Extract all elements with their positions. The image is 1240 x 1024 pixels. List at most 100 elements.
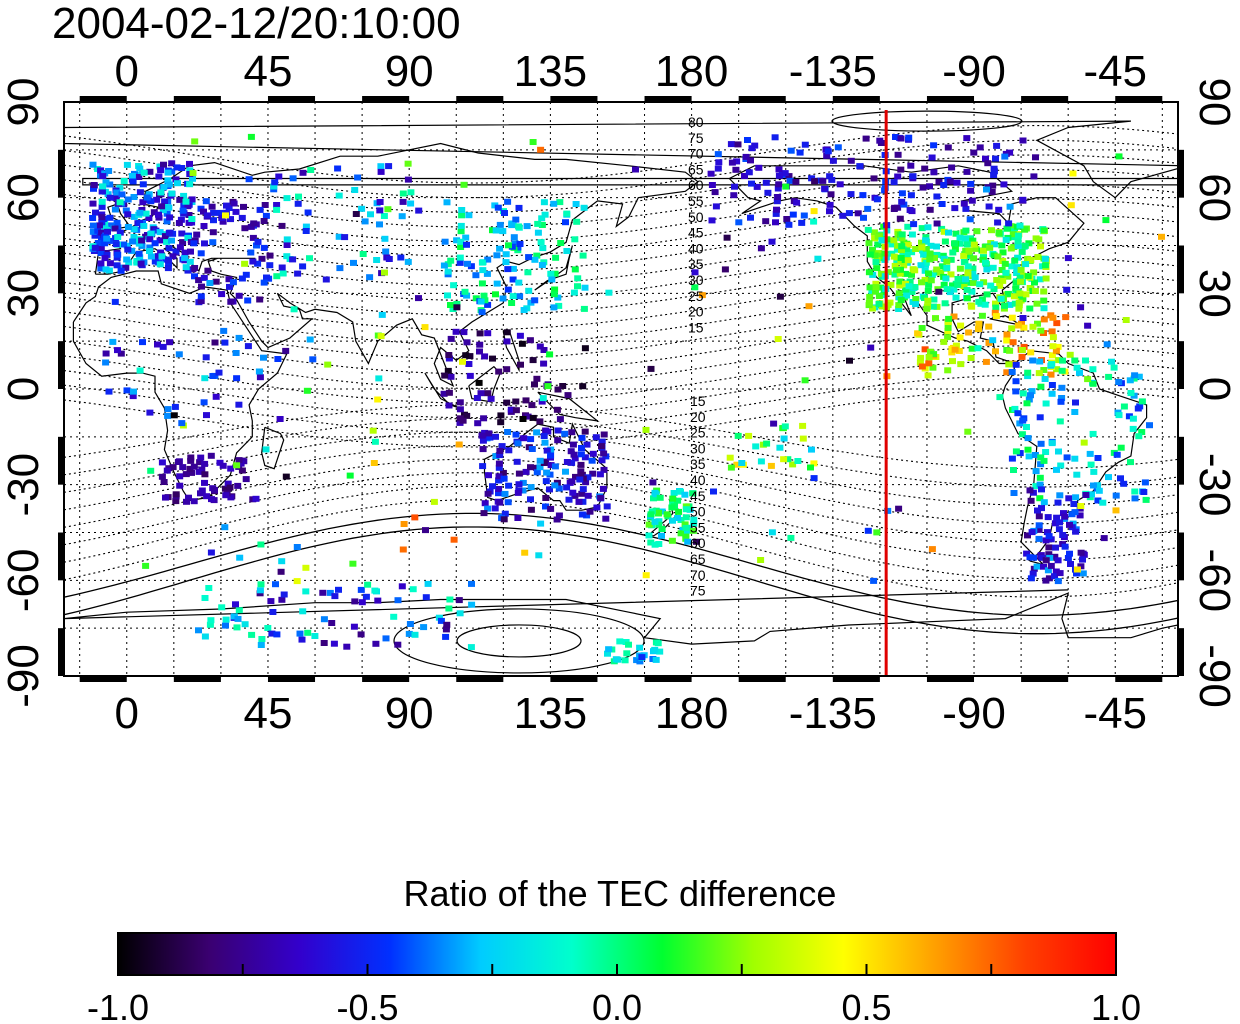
tec-pixel: [256, 587, 264, 594]
tec-pixel: [733, 461, 741, 468]
tec-pixel: [902, 270, 909, 277]
tec-pixel: [1037, 243, 1044, 250]
tec-pixel: [487, 395, 495, 402]
tec-pixel: [520, 435, 528, 442]
tec-pixel: [274, 356, 282, 362]
tec-pixel: [773, 198, 781, 205]
tec-pixel: [1117, 475, 1124, 482]
frame-tick: [926, 96, 975, 101]
magnetic-contour: [831, 110, 1023, 132]
tec-pixel: [917, 354, 925, 361]
tec-pixel: [283, 242, 291, 248]
tec-pixel: [938, 263, 946, 270]
tec-pixel: [989, 337, 997, 344]
tec-pixel: [511, 240, 519, 247]
tec-pixel: [877, 284, 885, 291]
tec-pixel: [244, 297, 252, 304]
tec-pixel: [221, 485, 229, 492]
tec-pixel: [463, 339, 471, 346]
tec-pixel: [307, 167, 315, 173]
tec-pixel: [933, 251, 941, 258]
tec-pixel: [1010, 490, 1018, 496]
tec-pixel: [1105, 373, 1113, 380]
tec-pixel: [553, 406, 561, 413]
x-tick-label-bottom: 0: [115, 689, 139, 738]
tec-pixel: [139, 181, 147, 188]
tec-pixel: [160, 479, 168, 485]
tec-pixel: [990, 172, 998, 178]
tec-pixel: [440, 262, 448, 269]
tec-pixel: [733, 158, 741, 165]
tec-pixel: [502, 251, 510, 258]
tec-pixel: [681, 521, 689, 528]
y-tick-label-left: 30: [0, 269, 48, 318]
tec-pixel: [479, 437, 487, 444]
tec-pixel: [1024, 446, 1032, 453]
tec-pixel: [912, 296, 920, 302]
tec-pixel: [898, 231, 906, 238]
tec-pixel: [893, 246, 901, 253]
tec-pixel: [581, 345, 589, 352]
tec-pixel: [236, 554, 244, 561]
tec-pixel: [226, 484, 234, 491]
y-tick-label-left: -90: [0, 644, 48, 708]
tec-pixel: [201, 595, 209, 601]
tec-pixel: [224, 480, 232, 487]
tec-pixel: [925, 354, 933, 361]
frame-tick: [832, 96, 880, 101]
tec-pixel: [550, 200, 558, 207]
tec-pixel: [981, 243, 989, 250]
tec-pixel: [905, 134, 913, 141]
tec-pixel: [1072, 528, 1080, 535]
tec-pixel: [918, 325, 926, 331]
tec-pixel: [878, 237, 886, 244]
tec-pixel: [157, 189, 165, 196]
tec-pixel: [1034, 320, 1041, 327]
tec-pixel: [1016, 290, 1024, 297]
tec-pixel: [669, 495, 677, 502]
tec-pixel: [176, 473, 184, 480]
tec-pixel: [935, 178, 943, 185]
tec-pixel: [1052, 544, 1059, 551]
tec-pixel: [147, 467, 155, 474]
tec-pixel: [407, 200, 415, 207]
tec-pixel: [465, 361, 473, 367]
tec-pixel: [1027, 575, 1035, 582]
tec-pixel: [538, 222, 546, 228]
tec-pixel: [501, 510, 509, 517]
tec-pixel: [1053, 466, 1060, 473]
tec-pixel: [993, 277, 1001, 283]
tec-pixel: [1031, 452, 1039, 458]
tec-pixel: [1140, 489, 1148, 495]
tec-pixel: [1072, 399, 1079, 406]
tec-pixel: [1061, 543, 1069, 550]
tec-pixel: [200, 223, 208, 229]
tec-pixel: [422, 527, 429, 534]
tec-pixel: [462, 352, 470, 359]
tec-pixel: [956, 240, 964, 247]
tec-pixel: [464, 260, 471, 267]
tec-pixel: [847, 191, 855, 198]
tec-pixel: [1048, 361, 1056, 368]
tec-pixel: [712, 203, 720, 210]
tec-pixel: [534, 229, 542, 236]
tec-pixel: [254, 260, 262, 267]
tec-pixel: [302, 588, 310, 595]
tec-pixel: [1024, 435, 1032, 442]
tec-pixel: [1100, 535, 1108, 542]
tec-pixel: [550, 291, 558, 298]
tec-pixel: [195, 468, 203, 475]
tec-pixel: [420, 624, 428, 631]
tec-pixel: [138, 237, 146, 244]
tec-pixel: [533, 375, 541, 382]
tec-pixel: [151, 240, 159, 247]
tec-pixel: [290, 306, 298, 313]
tec-pixel: [967, 187, 975, 194]
tec-pixel: [1115, 153, 1123, 160]
tec-pixel: [547, 505, 555, 512]
tec-pixel: [272, 581, 279, 588]
tec-pixel: [111, 298, 119, 305]
tec-pixel: [283, 236, 291, 243]
tec-pixel: [875, 293, 883, 299]
tec-pixel: [1040, 316, 1048, 323]
